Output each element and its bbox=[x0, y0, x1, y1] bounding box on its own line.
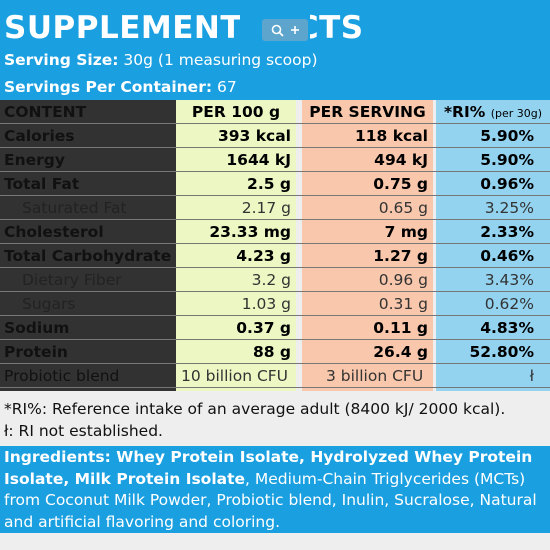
serving-size-value: 30g (1 measuring scoop) bbox=[123, 51, 318, 69]
not-established-footnote: ł: RI not established. bbox=[4, 422, 163, 440]
row-label: Cholesterol bbox=[4, 223, 104, 241]
row-label: Sugars bbox=[22, 295, 76, 313]
table-row: Energy 1644 kJ 494 kJ 5.90% bbox=[0, 148, 550, 172]
ri-value: 2.33% bbox=[480, 223, 534, 241]
header-panel: SUPPLEMENT FACTS Serving Size: 30g (1 me… bbox=[0, 0, 550, 100]
header-per100: PER 100 g bbox=[191, 103, 281, 121]
per100-value: 3.2 g bbox=[251, 271, 291, 289]
row-separator bbox=[0, 123, 550, 124]
ri-value: 3.25% bbox=[484, 199, 534, 217]
ingredients-text: Ingredients: Whey Protein Isolate, Hydro… bbox=[0, 446, 550, 533]
ri-value: 0.62% bbox=[484, 295, 534, 313]
per100-value: 2.17 g bbox=[241, 199, 291, 217]
header-content: CONTENT bbox=[4, 103, 87, 121]
row-separator bbox=[0, 171, 550, 172]
ingredients-panel: Ingredients: Whey Protein Isolate, Hydro… bbox=[0, 446, 550, 533]
ri-value: 52.80% bbox=[469, 343, 534, 361]
ingredients-rest: , Medium-Chain Triglycerides (MCTs) from… bbox=[4, 469, 537, 531]
per100-value: 1644 kJ bbox=[226, 151, 291, 169]
row-label: Calories bbox=[4, 127, 75, 145]
per-serving-value: 26.4 g bbox=[373, 343, 428, 361]
per-serving-value: 0.11 g bbox=[373, 319, 428, 337]
row-separator bbox=[0, 195, 550, 196]
table-row: Total Fat 2.5 g 0.75 g 0.96% bbox=[0, 172, 550, 196]
row-separator bbox=[0, 363, 550, 364]
table-row: Sugars 1.03 g 0.31 g 0.62% bbox=[0, 292, 550, 316]
table-row: Dietary Fiber 3.2 g 0.96 g 3.43% bbox=[0, 268, 550, 292]
per100-value: 23.33 mg bbox=[209, 223, 291, 241]
per-serving-value: 0.75 g bbox=[373, 175, 428, 193]
per100-value: 2.5 g bbox=[247, 175, 291, 193]
row-separator bbox=[0, 243, 550, 244]
table-row: Calories 393 kcal 118 kcal 5.90% bbox=[0, 124, 550, 148]
ri-column-bg bbox=[436, 100, 550, 391]
row-label: Sodium bbox=[4, 319, 70, 337]
per-serving-value: 1.27 g bbox=[373, 247, 428, 265]
ri-value: 4.83% bbox=[480, 319, 534, 337]
ri-value: 0.96% bbox=[480, 175, 534, 193]
row-separator bbox=[0, 339, 550, 340]
content-column-bg bbox=[0, 100, 176, 391]
row-label: Probiotic blend bbox=[4, 367, 120, 385]
ri-value: 0.46% bbox=[480, 247, 534, 265]
ri-value: 5.90% bbox=[480, 151, 534, 169]
serving-size: Serving Size: 30g (1 measuring scoop) bbox=[4, 49, 318, 71]
row-separator bbox=[0, 219, 550, 220]
table-row: Cholesterol 23.33 mg 7 mg 2.33% bbox=[0, 220, 550, 244]
ri-value: 5.90% bbox=[480, 127, 534, 145]
footnotes: *RI%: Reference intake of an average adu… bbox=[4, 398, 505, 442]
servings-label: Servings Per Container: bbox=[4, 78, 213, 96]
ri-footnote: *RI%: Reference intake of an average adu… bbox=[4, 400, 506, 418]
nutrition-table: CONTENT PER 100 g PER SERVING *RI% (per … bbox=[0, 100, 550, 391]
per100-value: 1.03 g bbox=[241, 295, 291, 313]
table-row: Saturated Fat 2.17 g 0.65 g 3.25% bbox=[0, 196, 550, 220]
per100-value: 88 g bbox=[252, 343, 291, 361]
per100-value: 393 kcal bbox=[217, 127, 291, 145]
serving-column-bg bbox=[302, 100, 433, 391]
row-label: Total Carbohydrate bbox=[4, 247, 172, 265]
row-label: Protein bbox=[4, 343, 68, 361]
row-separator bbox=[0, 267, 550, 268]
row-separator bbox=[0, 387, 550, 388]
ingredients-bold: Ingredients: Whey Protein Isolate, Hydro… bbox=[4, 448, 533, 488]
row-label: Total Fat bbox=[4, 175, 80, 193]
ri-value: 3.43% bbox=[484, 271, 534, 289]
ri-value: ł bbox=[529, 367, 534, 385]
table-row: Protein 88 g 26.4 g 52.80% bbox=[0, 340, 550, 364]
row-label: Saturated Fat bbox=[22, 199, 127, 217]
per-serving-value: 0.31 g bbox=[378, 295, 428, 313]
header-ri-label: *RI% bbox=[443, 103, 486, 121]
row-separator bbox=[0, 291, 550, 292]
zoom-in-icon[interactable] bbox=[271, 24, 284, 37]
header-ri: *RI% (per 30g) bbox=[436, 100, 550, 126]
row-label: Dietary Fiber bbox=[22, 271, 122, 289]
per-serving-value: 0.96 g bbox=[378, 271, 428, 289]
serving-size-label: Serving Size: bbox=[4, 51, 119, 69]
per-serving-value: 494 kJ bbox=[374, 151, 428, 169]
header-ri-sub: (per 30g) bbox=[490, 107, 543, 120]
row-label: Energy bbox=[4, 151, 65, 169]
per-serving-value: 0.65 g bbox=[378, 199, 428, 217]
servings-per-container: Servings Per Container: 67 bbox=[4, 76, 237, 98]
table-row: Sodium 0.37 g 0.11 g 4.83% bbox=[0, 316, 550, 340]
plus-icon[interactable] bbox=[290, 25, 300, 35]
per100-column-bg bbox=[176, 100, 296, 391]
per100-value: 0.37 g bbox=[236, 319, 291, 337]
table-row: Probiotic blend 10 billion CFU 3 billion C… bbox=[0, 364, 550, 388]
per100-value: 4.23 g bbox=[236, 247, 291, 265]
per-serving-value: 118 kcal bbox=[354, 127, 428, 145]
table-row: Total Carbohydrate 4.23 g 1.27 g 0.46% bbox=[0, 244, 550, 268]
per-serving-value: 3 billion CFU bbox=[326, 367, 424, 385]
per-serving-value: 7 mg bbox=[384, 223, 428, 241]
table-header-row: CONTENT PER 100 g PER SERVING *RI% (per … bbox=[0, 100, 550, 124]
row-separator bbox=[0, 315, 550, 316]
servings-value: 67 bbox=[216, 78, 237, 96]
header-per-serving: PER SERVING bbox=[309, 103, 426, 121]
per100-value: 10 billion CFU bbox=[181, 367, 289, 385]
row-separator bbox=[0, 147, 550, 148]
zoom-button[interactable] bbox=[262, 19, 308, 41]
